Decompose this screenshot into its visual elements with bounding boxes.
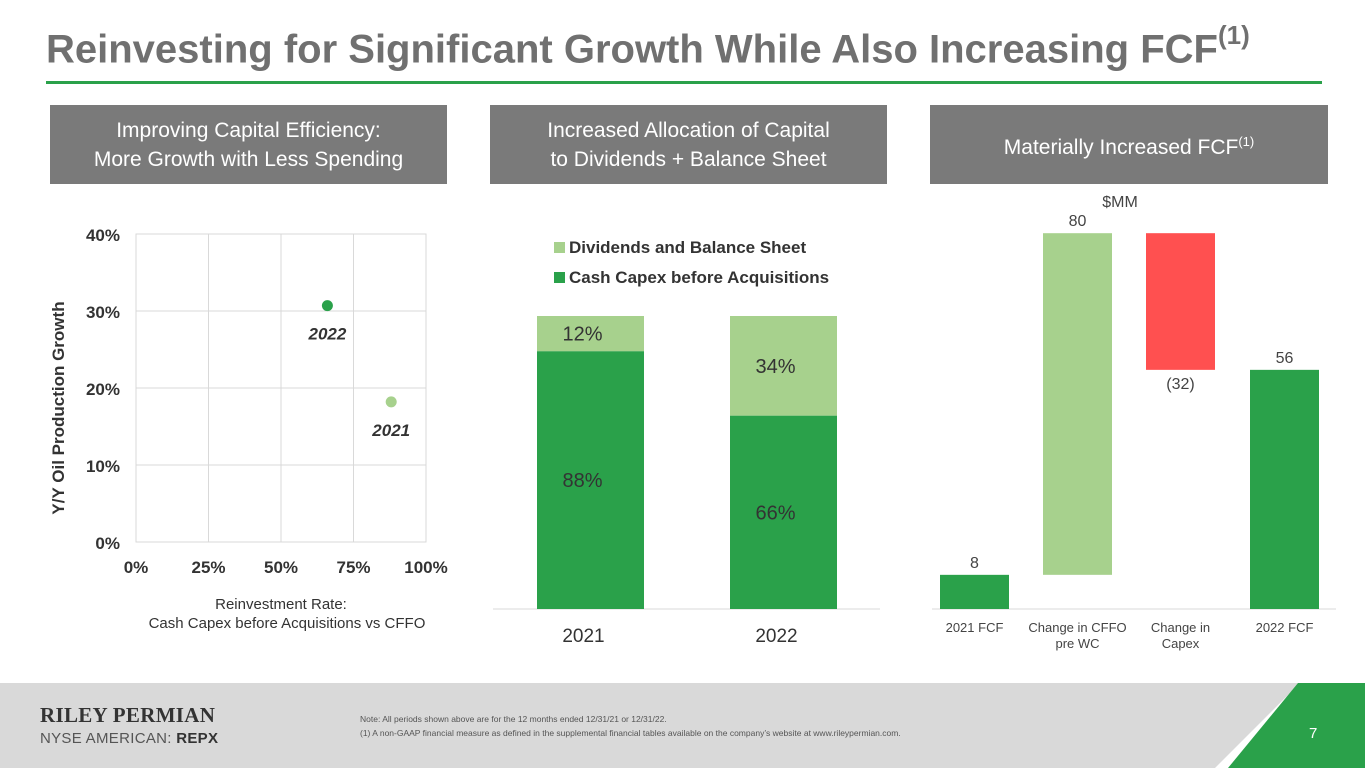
panel-header-line: Increased Allocation of Capital (547, 118, 830, 142)
legend-swatch (554, 242, 565, 253)
waterfall-category-label: Capex (1162, 636, 1200, 651)
stacked-bar-category-label: 2021 (562, 626, 604, 647)
waterfall-value-label: 8 (970, 555, 979, 572)
panel-header-footnote-marker: (1) (1238, 134, 1255, 149)
scatter-y-axis-label: Y/Y Oil Production Growth (49, 301, 68, 514)
stacked-bar-segment (537, 351, 644, 609)
company-logo: RILEY PERMIAN (40, 703, 216, 727)
stacked-bar-value-label: 66% (755, 502, 795, 524)
waterfall-value-label: 56 (1276, 350, 1294, 367)
title-text: Reinvesting for Significant Growth While… (46, 27, 1218, 72)
scatter-y-tick-label: 40% (86, 226, 120, 245)
scatter-x-axis-label: Cash Capex before Acquisitions vs CFFO (149, 615, 426, 632)
footer-bar (0, 683, 1365, 768)
waterfall-bar (1043, 233, 1112, 575)
waterfall-value-label: 80 (1069, 213, 1087, 230)
scatter-y-tick-label: 20% (86, 380, 120, 399)
exchange-listing: NYSE AMERICAN: REPX (40, 730, 218, 747)
waterfall-category-label: pre WC (1055, 636, 1099, 651)
legend-swatch (554, 272, 565, 283)
waterfall-unit-label: $MM (1102, 194, 1138, 211)
legend-label: Dividends and Balance Sheet (569, 238, 806, 257)
waterfall-category-label: Change in (1151, 620, 1210, 635)
stacked-bar-segment (730, 415, 837, 609)
panel-header-line: to Dividends + Balance Sheet (550, 147, 827, 171)
scatter-point-2022 (321, 300, 333, 312)
scatter-x-tick-label: 100% (404, 558, 447, 577)
waterfall-category-label: 2022 FCF (1256, 620, 1314, 635)
footnote-note: Note: All periods shown above are for th… (360, 714, 667, 724)
waterfall-bar (940, 574, 1009, 609)
scatter-point-2021 (385, 396, 397, 408)
panel-header-line: More Growth with Less Spending (93, 147, 404, 171)
scatter-y-tick-label: 30% (86, 303, 120, 322)
stacked-bar-value-label: 88% (562, 470, 602, 492)
scatter-point-label: 2022 (307, 325, 346, 344)
exchange-prefix: NYSE AMERICAN: (40, 730, 177, 747)
charts-canvas: 0% 25% 50% 75% 100% 0% 10% 20% 30% 40% 2022 2021 Y/Y… (49, 194, 1336, 651)
stacked-bar-value-label: 12% (562, 324, 602, 346)
waterfall-bar (1146, 233, 1215, 370)
waterfall-bar (1250, 369, 1319, 609)
panel-header-capital-efficiency: Improving Capital Efficiency: More Growth… (50, 105, 447, 184)
panel-header-text: Materially Increased FCF (1003, 136, 1239, 159)
ticker-symbol: REPX (176, 730, 219, 747)
stacked-bar-value-label: 34% (755, 356, 795, 378)
scatter-x-tick-label: 25% (191, 558, 225, 577)
waterfall-category-label: 2021 FCF (946, 620, 1004, 635)
scatter-x-tick-label: 75% (336, 558, 370, 577)
stacked-bar-segment (537, 316, 644, 352)
scatter-x-tick-label: 0% (124, 558, 149, 577)
footnote-1: (1) A non-GAAP financial measure as defi… (360, 728, 901, 738)
panel-header-fcf: Materially Increased FCF(1) (930, 105, 1328, 184)
page-title: Reinvesting for Significant Growth While… (46, 20, 1250, 72)
waterfall-category-label: Change in CFFO (1028, 620, 1126, 635)
title-footnote-marker: (1) (1217, 20, 1250, 50)
page-number: 7 (1309, 725, 1318, 742)
scatter-x-tick-label: 50% (264, 558, 298, 577)
scatter-point-label: 2021 (371, 421, 410, 440)
scatter-x-axis-label: Reinvestment Rate: (215, 596, 347, 613)
title-underline (46, 81, 1322, 84)
panel-header-capital-allocation: Increased Allocation of Capital to Divide… (490, 105, 887, 184)
stacked-bar-category-label: 2022 (755, 626, 797, 647)
scatter-y-tick-label: 0% (95, 534, 120, 553)
scatter-y-tick-label: 10% (86, 457, 120, 476)
panel-header-line: Improving Capital Efficiency: (116, 118, 381, 142)
stacked-bar-segment (730, 316, 837, 416)
legend-label: Cash Capex before Acquisitions (569, 268, 829, 287)
waterfall-value-label: (32) (1166, 376, 1194, 393)
